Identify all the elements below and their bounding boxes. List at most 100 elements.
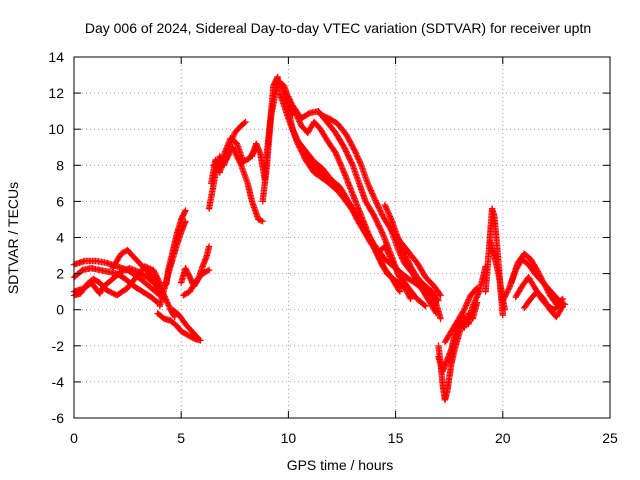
series-track-14: [210, 144, 266, 225]
data-point: [376, 256, 383, 263]
data-point: [232, 149, 239, 156]
data-point: [396, 274, 404, 281]
data-point: [163, 297, 170, 305]
data-point: [204, 267, 211, 274]
data-point: [225, 152, 232, 159]
data-point: [255, 216, 262, 223]
data-point: [401, 283, 408, 290]
data-point: [340, 144, 348, 151]
data-point: [501, 294, 508, 302]
data-point: [396, 288, 404, 295]
data-point: [231, 148, 238, 155]
data-point: [355, 178, 362, 185]
data-point: [301, 153, 308, 161]
data-point: [365, 183, 373, 190]
data-point: [543, 286, 551, 293]
data-point: [276, 79, 283, 87]
data-point: [421, 302, 428, 309]
series-track-32: [508, 250, 566, 308]
data-point: [473, 284, 481, 292]
x-tick-label: 0: [70, 430, 78, 446]
x-tick-label: 20: [495, 430, 511, 446]
data-point: [205, 243, 213, 250]
y-tick-label: -6: [52, 410, 65, 426]
data-point: [182, 207, 189, 214]
data-point: [369, 190, 376, 197]
data-point: [538, 275, 545, 282]
series-track-9: [169, 306, 202, 342]
data-point: [376, 205, 383, 213]
data-point: [356, 159, 364, 166]
y-tick-label: 8: [56, 157, 64, 173]
data-point: [348, 142, 356, 149]
data-point: [434, 296, 441, 303]
data-point: [242, 118, 249, 126]
data-point: [432, 308, 439, 316]
data-point: [225, 151, 233, 158]
chart-title: Day 006 of 2024, Sidereal Day-to-day VTE…: [85, 20, 591, 36]
data-point: [545, 289, 552, 296]
data-point: [342, 148, 350, 155]
data-point: [275, 76, 282, 84]
data-point: [259, 218, 266, 225]
data-point: [371, 246, 378, 253]
data-point: [279, 87, 286, 94]
series-track-28: [441, 284, 481, 346]
series-track-24: [388, 227, 440, 317]
data-point: [558, 304, 566, 311]
data-point: [345, 198, 352, 205]
data-point: [224, 153, 231, 161]
data-point: [287, 97, 294, 105]
data-point: [398, 277, 405, 284]
data-point: [344, 152, 352, 159]
data-point: [195, 335, 202, 342]
data-point: [345, 199, 353, 206]
data-point: [376, 257, 384, 264]
grid: [74, 57, 610, 418]
data-point: [382, 203, 389, 210]
data-point: [373, 200, 380, 207]
data-point: [544, 287, 551, 295]
data-point: [376, 207, 384, 214]
y-tick-label: 0: [56, 302, 64, 318]
data-point: [395, 287, 403, 294]
data-point: [541, 280, 548, 288]
data-point: [236, 159, 244, 166]
data-point: [373, 218, 380, 225]
data-point: [400, 281, 407, 288]
data-point: [350, 146, 358, 153]
data-point: [404, 290, 411, 297]
data-point: [504, 287, 511, 294]
data-point: [403, 287, 410, 294]
data-point: [233, 152, 240, 159]
data-point: [395, 248, 403, 255]
data-point: [386, 213, 394, 220]
series-track-11: [180, 266, 213, 299]
y-tick-label: -4: [52, 374, 65, 390]
data-point: [341, 145, 348, 152]
x-tick-label: 5: [177, 430, 185, 446]
data-point: [502, 291, 509, 299]
data-point: [470, 301, 477, 308]
data-point: [401, 284, 409, 291]
series-track-8: [154, 310, 204, 344]
data-point: [401, 250, 408, 257]
data-point: [344, 151, 351, 158]
data-point: [374, 202, 382, 210]
series-track-5: [109, 246, 178, 321]
x-tick-label: 10: [281, 430, 297, 446]
data-point: [373, 250, 380, 258]
data-point: [471, 298, 478, 305]
data-point: [397, 250, 404, 258]
data-point: [394, 245, 401, 252]
data-point: [347, 157, 354, 165]
data-point: [499, 311, 506, 319]
data-point: [540, 279, 547, 286]
series-track-19: [285, 93, 416, 299]
data-point: [503, 290, 510, 297]
data-point: [223, 156, 230, 164]
data-point: [398, 278, 406, 286]
data-point: [461, 306, 468, 313]
data-point: [372, 216, 380, 224]
